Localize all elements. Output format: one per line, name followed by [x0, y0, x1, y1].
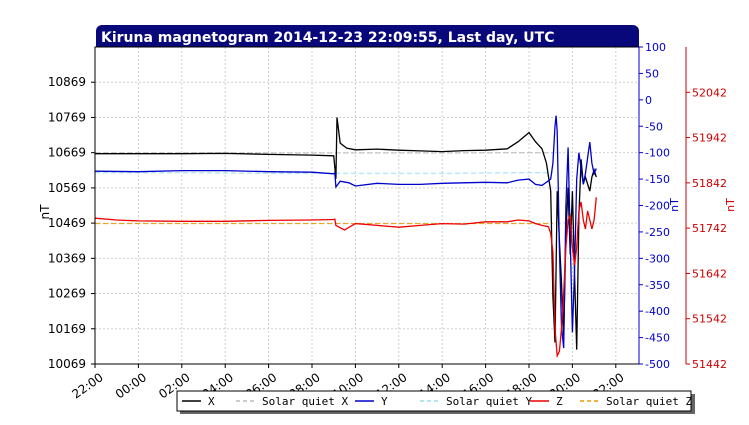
- right-axis-z: 51442 51542 51642 51742 51842 51942 52042: [686, 86, 727, 371]
- right-z-tick-label: 51942: [692, 132, 727, 145]
- right-axis-y: -500-450-400-350-300-250-200-150-100-500…: [639, 41, 670, 371]
- right-y-tick-label: -300: [645, 252, 670, 265]
- series-line-y: [94, 115, 597, 349]
- left-tick-label: 10569: [48, 181, 86, 195]
- right-z-tick-label: 51542: [692, 313, 727, 326]
- right-z-tick-label: 51642: [692, 267, 727, 280]
- right-axis-y-label: nT: [668, 198, 681, 212]
- right-z-tick-label: 51742: [692, 222, 727, 235]
- title-bar-base: [96, 36, 639, 47]
- legend-label: Solar quiet Z: [606, 395, 692, 408]
- legend-label: Z: [556, 395, 563, 408]
- left-tick-label: 10669: [48, 146, 86, 160]
- right-z-tick-label: 51842: [692, 177, 727, 190]
- right-y-tick-label: -450: [645, 332, 670, 345]
- right-y-tick-label: 0: [645, 94, 652, 107]
- series-line-solar-quiet-y: [95, 172, 553, 174]
- right-y-tick-label: -400: [645, 305, 670, 318]
- right-y-tick-label: -250: [645, 226, 670, 239]
- series-line-z: [94, 197, 597, 359]
- series-layer: [94, 115, 597, 359]
- x-tick-label: 22:00: [69, 370, 105, 401]
- left-tick-label: 10169: [48, 322, 86, 336]
- right-y-tick-label: -350: [645, 279, 670, 292]
- right-z-tick-label: 51442: [692, 358, 727, 371]
- left-axis-label: nT: [38, 204, 52, 220]
- left-tick-label: 10269: [48, 287, 86, 301]
- legend-label: X: [208, 395, 215, 408]
- series-line-x: [95, 117, 597, 350]
- legend-label: Y: [381, 395, 388, 408]
- right-y-tick-label: -150: [645, 173, 670, 186]
- left-tick-label: 10769: [48, 110, 86, 124]
- right-z-tick-label: 52042: [692, 86, 727, 99]
- x-tick-label: 00:00: [113, 370, 149, 401]
- right-y-tick-label: 50: [645, 67, 659, 80]
- right-y-tick-label: -50: [645, 120, 663, 133]
- left-tick-label: 10869: [48, 75, 86, 89]
- right-y-tick-label: 100: [645, 41, 666, 54]
- legend-label: Solar quiet X: [262, 395, 348, 408]
- left-tick-label: 10469: [48, 216, 86, 230]
- right-y-tick-label: -500: [645, 358, 670, 371]
- legend: X Solar quiet X Y Solar quiet Y Z Solar quiet…: [182, 395, 692, 408]
- left-tick-label: 10069: [48, 357, 86, 371]
- chart-title: Kiruna magnetogram 2014-12-23 22:09:55, …: [101, 30, 554, 46]
- legend-label: Solar quiet Y: [446, 395, 532, 408]
- left-tick-label: 10369: [48, 251, 86, 265]
- right-axis-z-label: nT: [724, 198, 737, 212]
- right-y-tick-label: -200: [645, 200, 670, 213]
- left-axis: 10069 10169 10269 10369 10469 10569 10669 10769…: [48, 75, 95, 371]
- right-y-tick-label: -100: [645, 147, 670, 160]
